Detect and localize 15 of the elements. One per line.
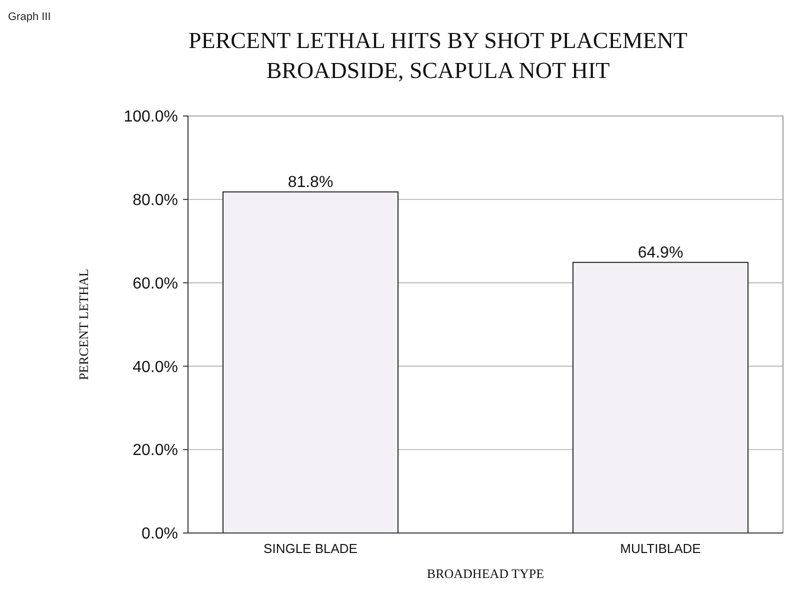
data-label: 81.8% xyxy=(288,174,334,191)
y-tick-label: 100.0% xyxy=(124,108,178,126)
data-label: 64.9% xyxy=(638,244,684,262)
y-tick-label: 0.0% xyxy=(142,526,178,543)
y-tick-label: 40.0% xyxy=(132,358,178,376)
chart-subtitle: BROADSIDE, SCAPULA NOT HIT xyxy=(266,58,610,83)
y-axis-title: PERCENT LETHAL xyxy=(76,268,91,380)
chart-title: PERCENT LETHAL HITS BY SHOT PLACEMENT xyxy=(188,28,688,53)
x-tick-label: MULTIBLADE xyxy=(620,541,702,556)
y-tick-label: 80.0% xyxy=(132,192,178,209)
y-tick-label: 60.0% xyxy=(132,275,178,292)
y-tick-label: 20.0% xyxy=(132,442,178,460)
x-axis-title: BROADHEAD TYPE xyxy=(426,566,544,581)
text: Graph III xyxy=(8,11,51,23)
x-tick-label: SINGLE BLADE xyxy=(264,541,358,556)
